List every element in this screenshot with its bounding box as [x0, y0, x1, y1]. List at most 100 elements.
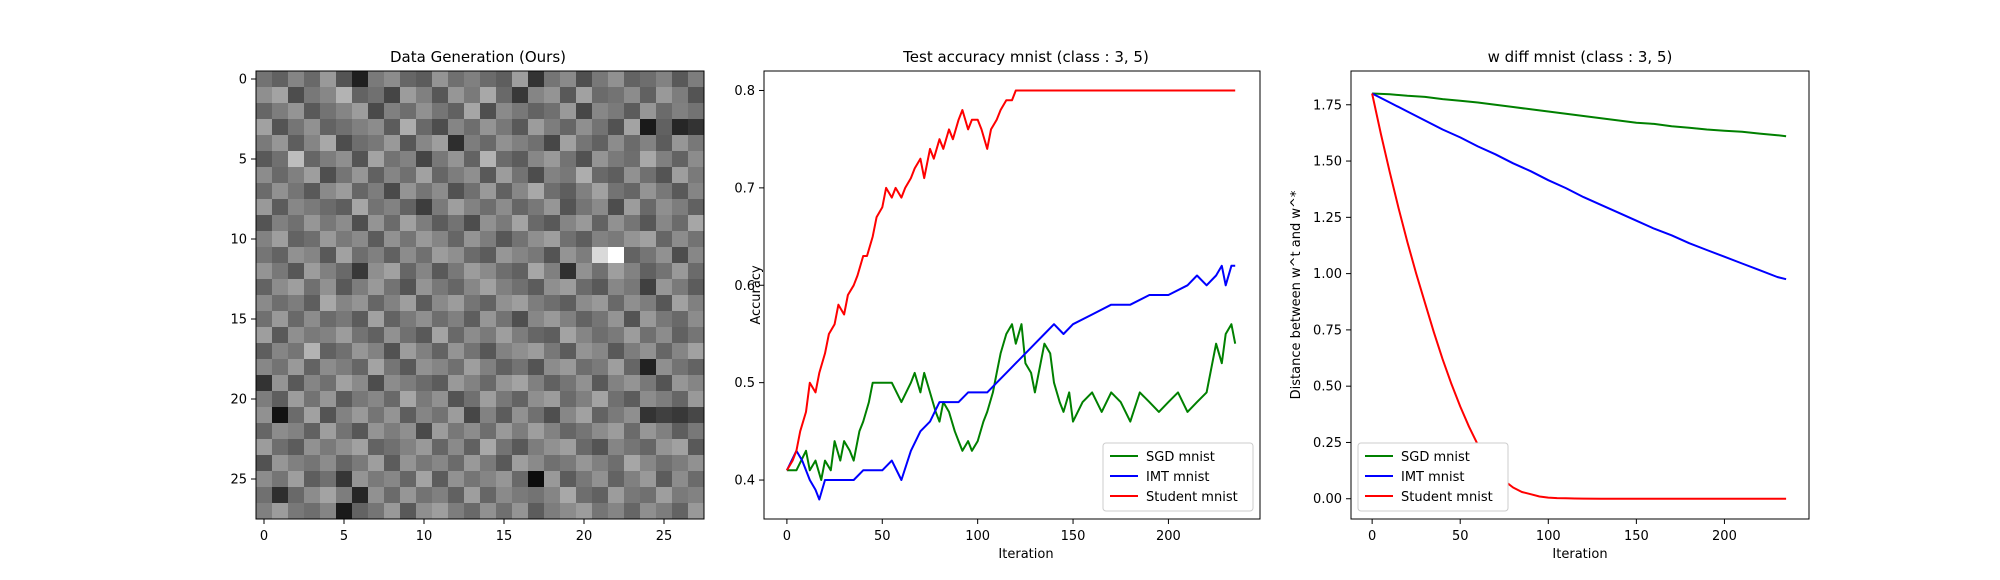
heatmap-cell — [576, 167, 593, 184]
heatmap-cell — [416, 423, 433, 440]
heatmap-cell — [432, 167, 449, 184]
heatmap-cell — [576, 375, 593, 392]
heatmap-cell — [368, 455, 385, 472]
heatmap-cell — [480, 103, 497, 120]
heatmap-cell — [304, 471, 321, 488]
heatmap-cell — [304, 391, 321, 408]
x-tick-label: 50 — [874, 529, 891, 544]
heatmap-cell — [256, 135, 273, 152]
heatmap-cell — [624, 71, 641, 88]
heatmap-cell — [336, 247, 353, 264]
heatmap-cell — [528, 407, 545, 424]
heatmap-cell — [528, 375, 545, 392]
heatmap-cell — [288, 247, 305, 264]
heatmap-cell — [352, 407, 369, 424]
heatmap-cell — [624, 135, 641, 152]
panel2-legend: SGD mnist IMT mnist Student mnist — [1102, 442, 1254, 512]
heatmap-cell — [656, 183, 673, 200]
heatmap-cell — [304, 247, 321, 264]
heatmap-cell — [496, 455, 513, 472]
heatmap-cell — [352, 167, 369, 184]
heatmap-cell — [480, 199, 497, 216]
heatmap-cell — [592, 343, 609, 360]
heatmap-cell — [448, 359, 465, 376]
heatmap-cell — [640, 279, 657, 296]
heatmap-cell — [352, 487, 369, 504]
heatmap-cell — [528, 215, 545, 232]
heatmap-cell — [688, 231, 705, 248]
heatmap-cell — [432, 391, 449, 408]
heatmap-cell — [256, 167, 273, 184]
heatmap-cell — [544, 407, 561, 424]
heatmap-cell — [320, 487, 337, 504]
heatmap-cell — [480, 487, 497, 504]
heatmap-cell — [464, 119, 481, 136]
heatmap-cell — [400, 503, 417, 520]
heatmap-cell — [544, 295, 561, 312]
heatmap-cell — [560, 343, 577, 360]
panel3-legend-student: Student mnist — [1401, 490, 1493, 505]
heatmap-cell — [592, 103, 609, 120]
heatmap-cell — [384, 135, 401, 152]
heatmap-cell — [464, 471, 481, 488]
heatmap-cell — [416, 167, 433, 184]
heatmap-cell — [624, 151, 641, 168]
heatmap-cell — [640, 231, 657, 248]
y-tick-label: 0.8 — [734, 84, 755, 99]
heatmap-cell — [384, 343, 401, 360]
heatmap-cell — [624, 439, 641, 456]
heatmap-cell — [272, 151, 289, 168]
heatmap-cell — [416, 151, 433, 168]
heatmap-cell — [608, 375, 625, 392]
heatmap-cell — [272, 375, 289, 392]
heatmap-cell — [656, 391, 673, 408]
heatmap-cell — [624, 215, 641, 232]
heatmap-cell — [480, 359, 497, 376]
heatmap-cell — [336, 503, 353, 520]
x-tick-label: 0 — [783, 529, 791, 544]
heatmap-cell — [352, 503, 369, 520]
heatmap-cell — [416, 487, 433, 504]
heatmap-cell — [672, 439, 689, 456]
heatmap-cell — [672, 247, 689, 264]
heatmap-cell — [688, 471, 705, 488]
heatmap-cell — [352, 423, 369, 440]
heatmap-cell — [624, 119, 641, 136]
heatmap-cell — [480, 455, 497, 472]
heatmap-cell — [688, 199, 705, 216]
heatmap-cell — [624, 199, 641, 216]
heatmap-cell — [592, 135, 609, 152]
heatmap-cell — [336, 375, 353, 392]
heatmap-cell — [400, 135, 417, 152]
heatmap-cell — [256, 423, 273, 440]
heatmap-cell — [480, 151, 497, 168]
heatmap-cell — [368, 231, 385, 248]
heatmap-cell — [288, 503, 305, 520]
heatmap-cell — [272, 183, 289, 200]
heatmap-cell — [352, 87, 369, 104]
heatmap-cell — [256, 183, 273, 200]
heatmap-cell — [560, 71, 577, 88]
heatmap-cell — [384, 359, 401, 376]
heatmap-cell — [336, 199, 353, 216]
heatmap-cell — [560, 311, 577, 328]
heatmap-cell — [464, 231, 481, 248]
panel2-title: Test accuracy mnist (class : 3, 5) — [902, 48, 1149, 66]
heatmap-cell — [400, 471, 417, 488]
heatmap-cell — [448, 231, 465, 248]
heatmap-cell — [624, 295, 641, 312]
heatmap-cell — [256, 487, 273, 504]
heatmap-cell — [528, 279, 545, 296]
heatmap-cell — [352, 327, 369, 344]
heatmap-cell — [400, 343, 417, 360]
heatmap-cell — [512, 279, 529, 296]
heatmap-cell — [304, 407, 321, 424]
heatmap-cell — [496, 423, 513, 440]
heatmap-cell — [672, 231, 689, 248]
heatmap-cell — [480, 503, 497, 520]
x-tick-label: 200 — [1156, 529, 1181, 544]
heatmap-cell — [416, 231, 433, 248]
x-tick-label: 150 — [1624, 529, 1649, 544]
heatmap-cell — [272, 407, 289, 424]
heatmap-cell — [320, 167, 337, 184]
